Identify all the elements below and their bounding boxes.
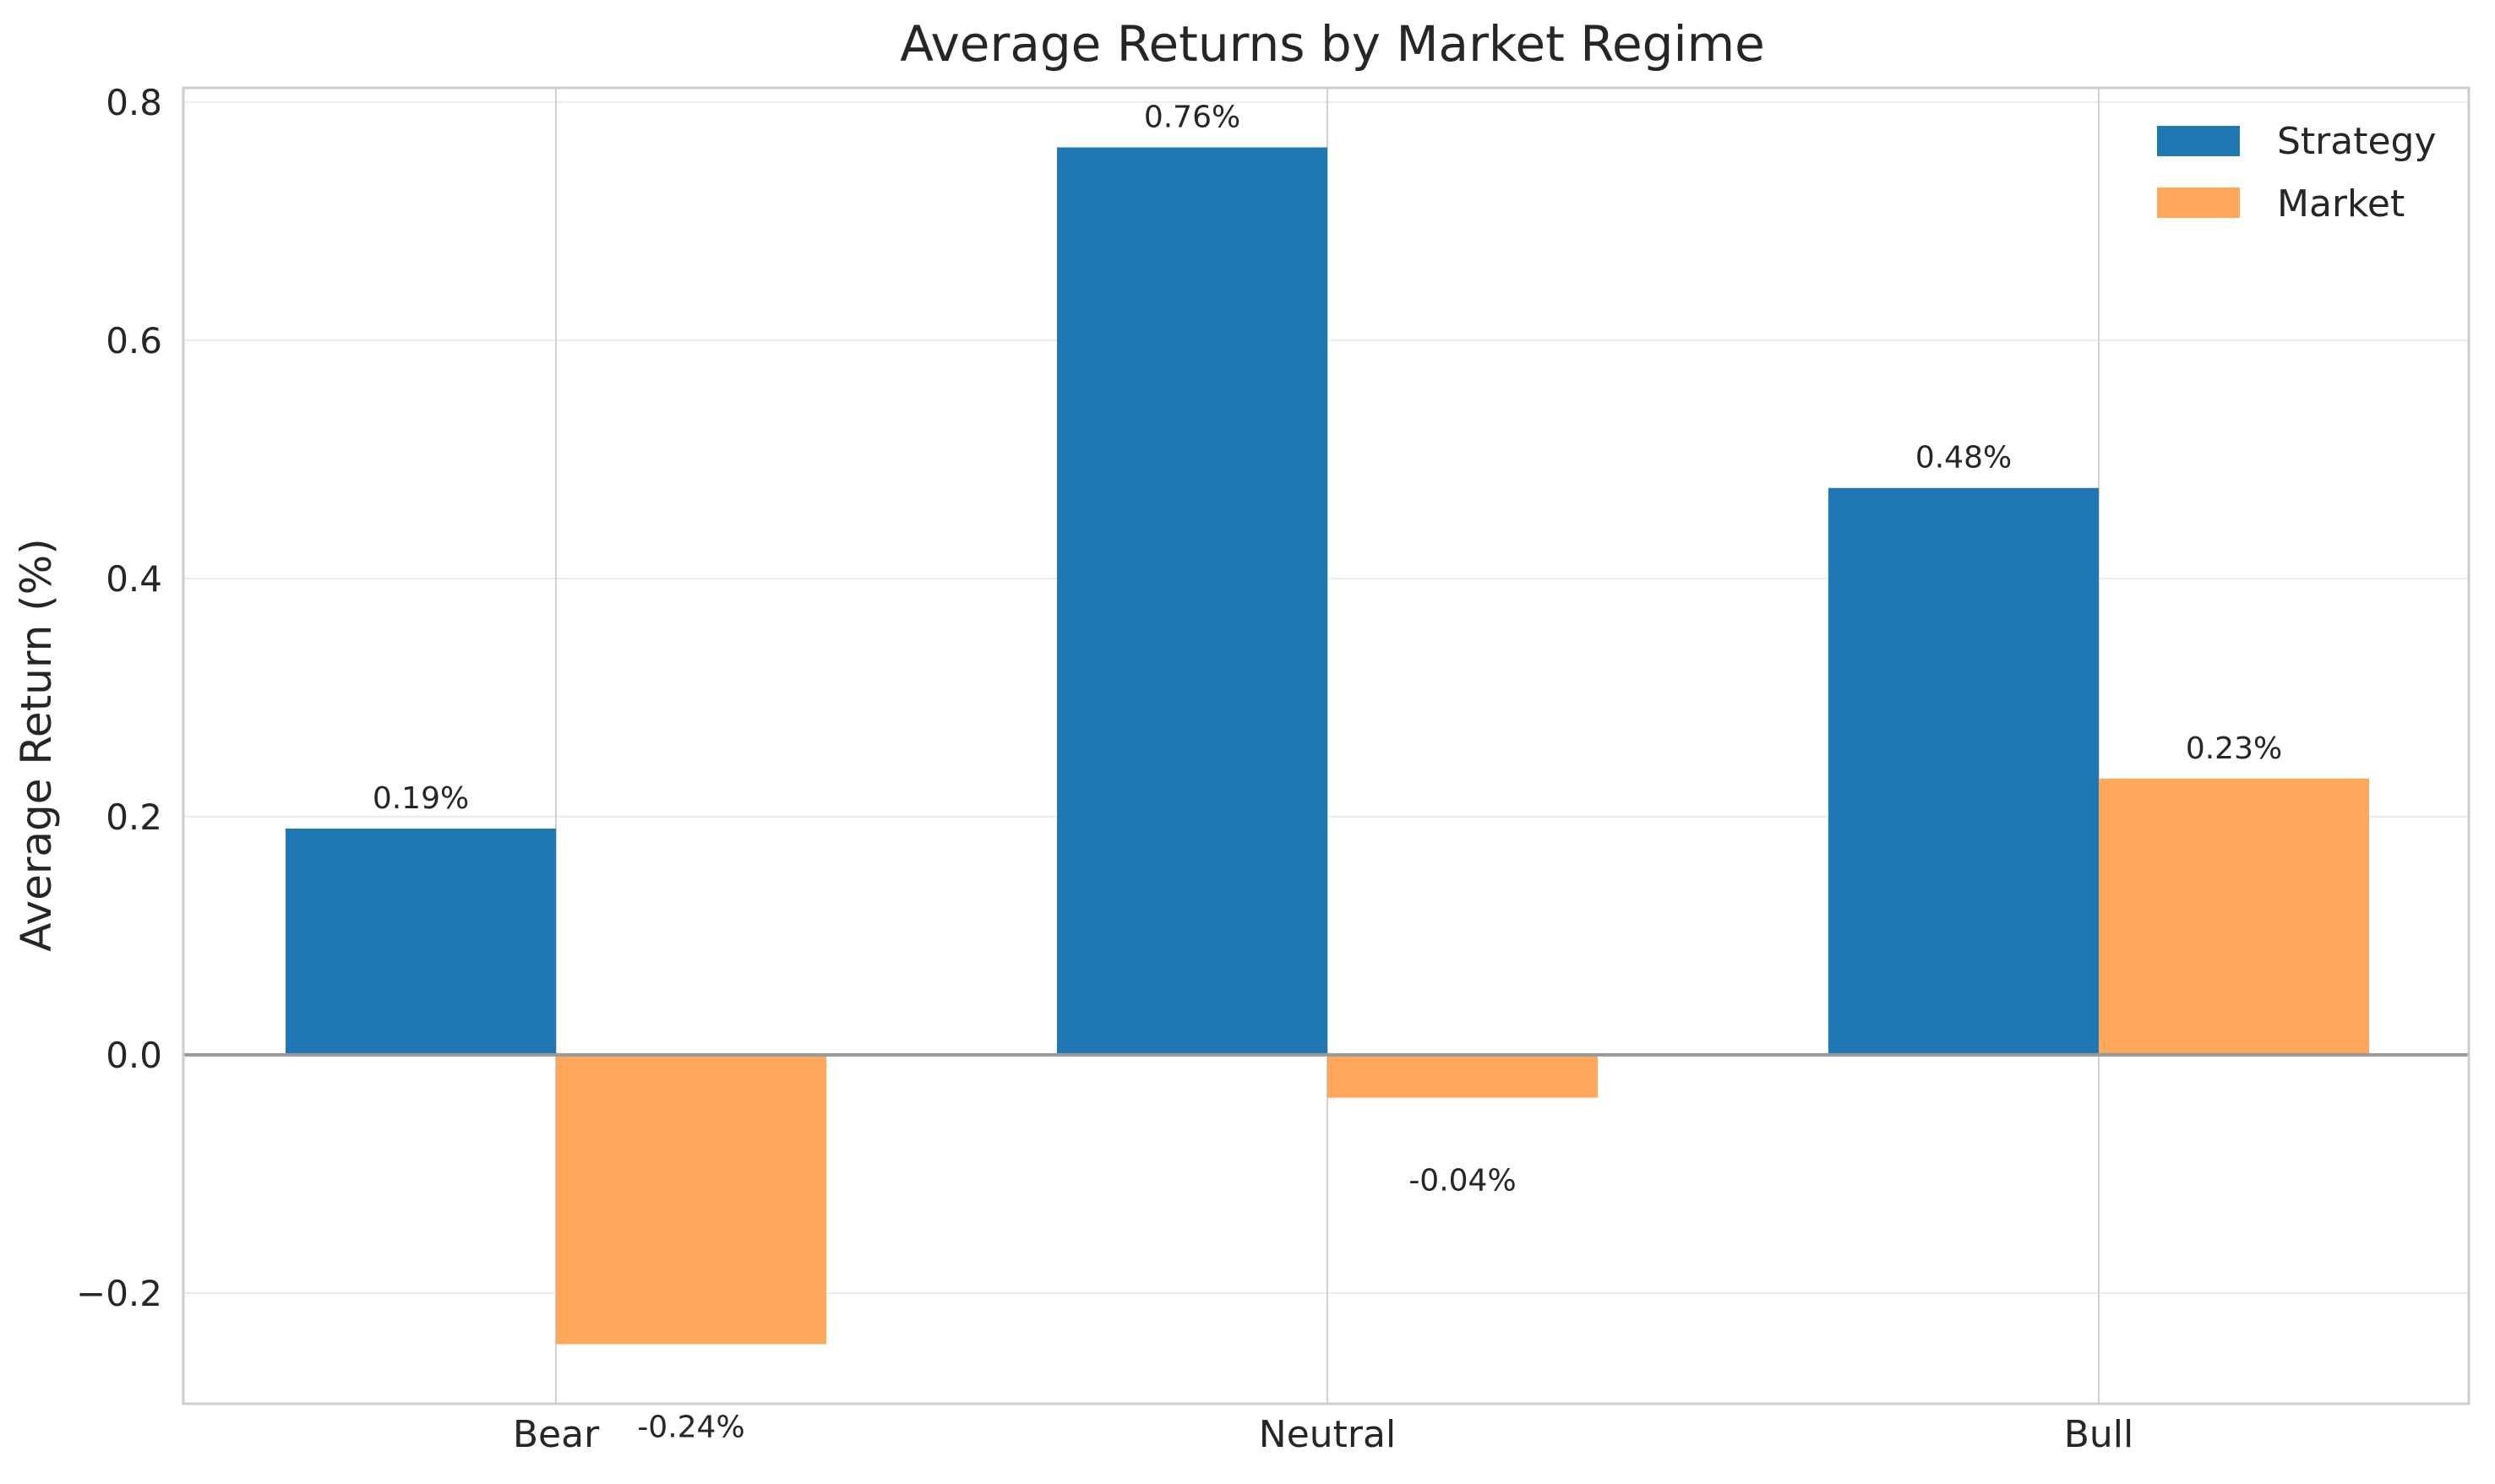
y-tick-label: 0.0	[106, 1035, 162, 1076]
x-tick-label: Neutral	[1259, 1413, 1396, 1456]
y-tick-label: 0.8	[106, 82, 162, 123]
y-tick-label: 0.6	[106, 320, 162, 361]
legend-label-market: Market	[2277, 182, 2405, 226]
bar-strategy-neutral	[1057, 147, 1327, 1055]
axes-layer: −0.2 0.0 0.2 0.4 0.6 0.8 Bear Neutral Bull	[76, 82, 2470, 1456]
y-axis-label: Average Return (%)	[12, 538, 61, 952]
data-label-market-neutral: -0.04%	[1408, 1164, 1516, 1199]
y-tick-label: 0.2	[106, 796, 162, 838]
bar-market-neutral	[1327, 1054, 1598, 1098]
legend: Strategy Market	[2157, 120, 2437, 226]
bar-market-bear	[556, 1054, 826, 1345]
legend-label-strategy: Strategy	[2277, 120, 2437, 163]
bars-layer	[286, 147, 2369, 1345]
x-tick-label: Bull	[2064, 1413, 2134, 1456]
data-labels-layer: 0.19% 0.76% 0.48% -0.24% -0.04% 0.23%	[373, 100, 2282, 1444]
legend-swatch-strategy	[2157, 126, 2240, 156]
data-label-strategy-neutral: 0.76%	[1144, 100, 1240, 134]
bar-strategy-bear	[286, 828, 556, 1055]
data-label-strategy-bull: 0.48%	[1915, 441, 2012, 476]
bar-market-bull	[2099, 778, 2369, 1055]
y-tick-label: 0.4	[106, 558, 162, 600]
x-tick-label: Bear	[513, 1413, 600, 1456]
legend-swatch-market	[2157, 188, 2240, 218]
chart-title: Average Returns by Market Regime	[900, 15, 1765, 73]
bar-strategy-bull	[1828, 487, 2099, 1055]
y-tick-label: −0.2	[76, 1273, 162, 1314]
plot-frame	[182, 86, 2470, 1405]
data-label-strategy-bear: 0.19%	[373, 781, 469, 816]
data-label-market-bull: 0.23%	[2186, 731, 2282, 766]
data-label-market-bear: -0.24%	[637, 1411, 744, 1445]
